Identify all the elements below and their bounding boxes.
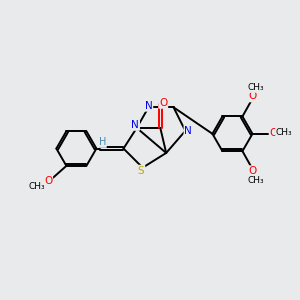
Text: O: O	[249, 92, 257, 101]
Text: O: O	[159, 98, 167, 108]
Text: S: S	[138, 166, 145, 176]
Text: O: O	[44, 176, 52, 186]
Text: CH₃: CH₃	[248, 83, 264, 92]
Text: CH₃: CH₃	[276, 128, 292, 137]
Text: N: N	[184, 126, 192, 136]
Text: N: N	[145, 101, 152, 111]
Text: O: O	[249, 166, 257, 176]
Text: N: N	[131, 120, 139, 130]
Text: H: H	[99, 137, 106, 147]
Text: CH₃: CH₃	[248, 176, 264, 184]
Text: O: O	[269, 128, 278, 138]
Text: CH₃: CH₃	[28, 182, 45, 191]
